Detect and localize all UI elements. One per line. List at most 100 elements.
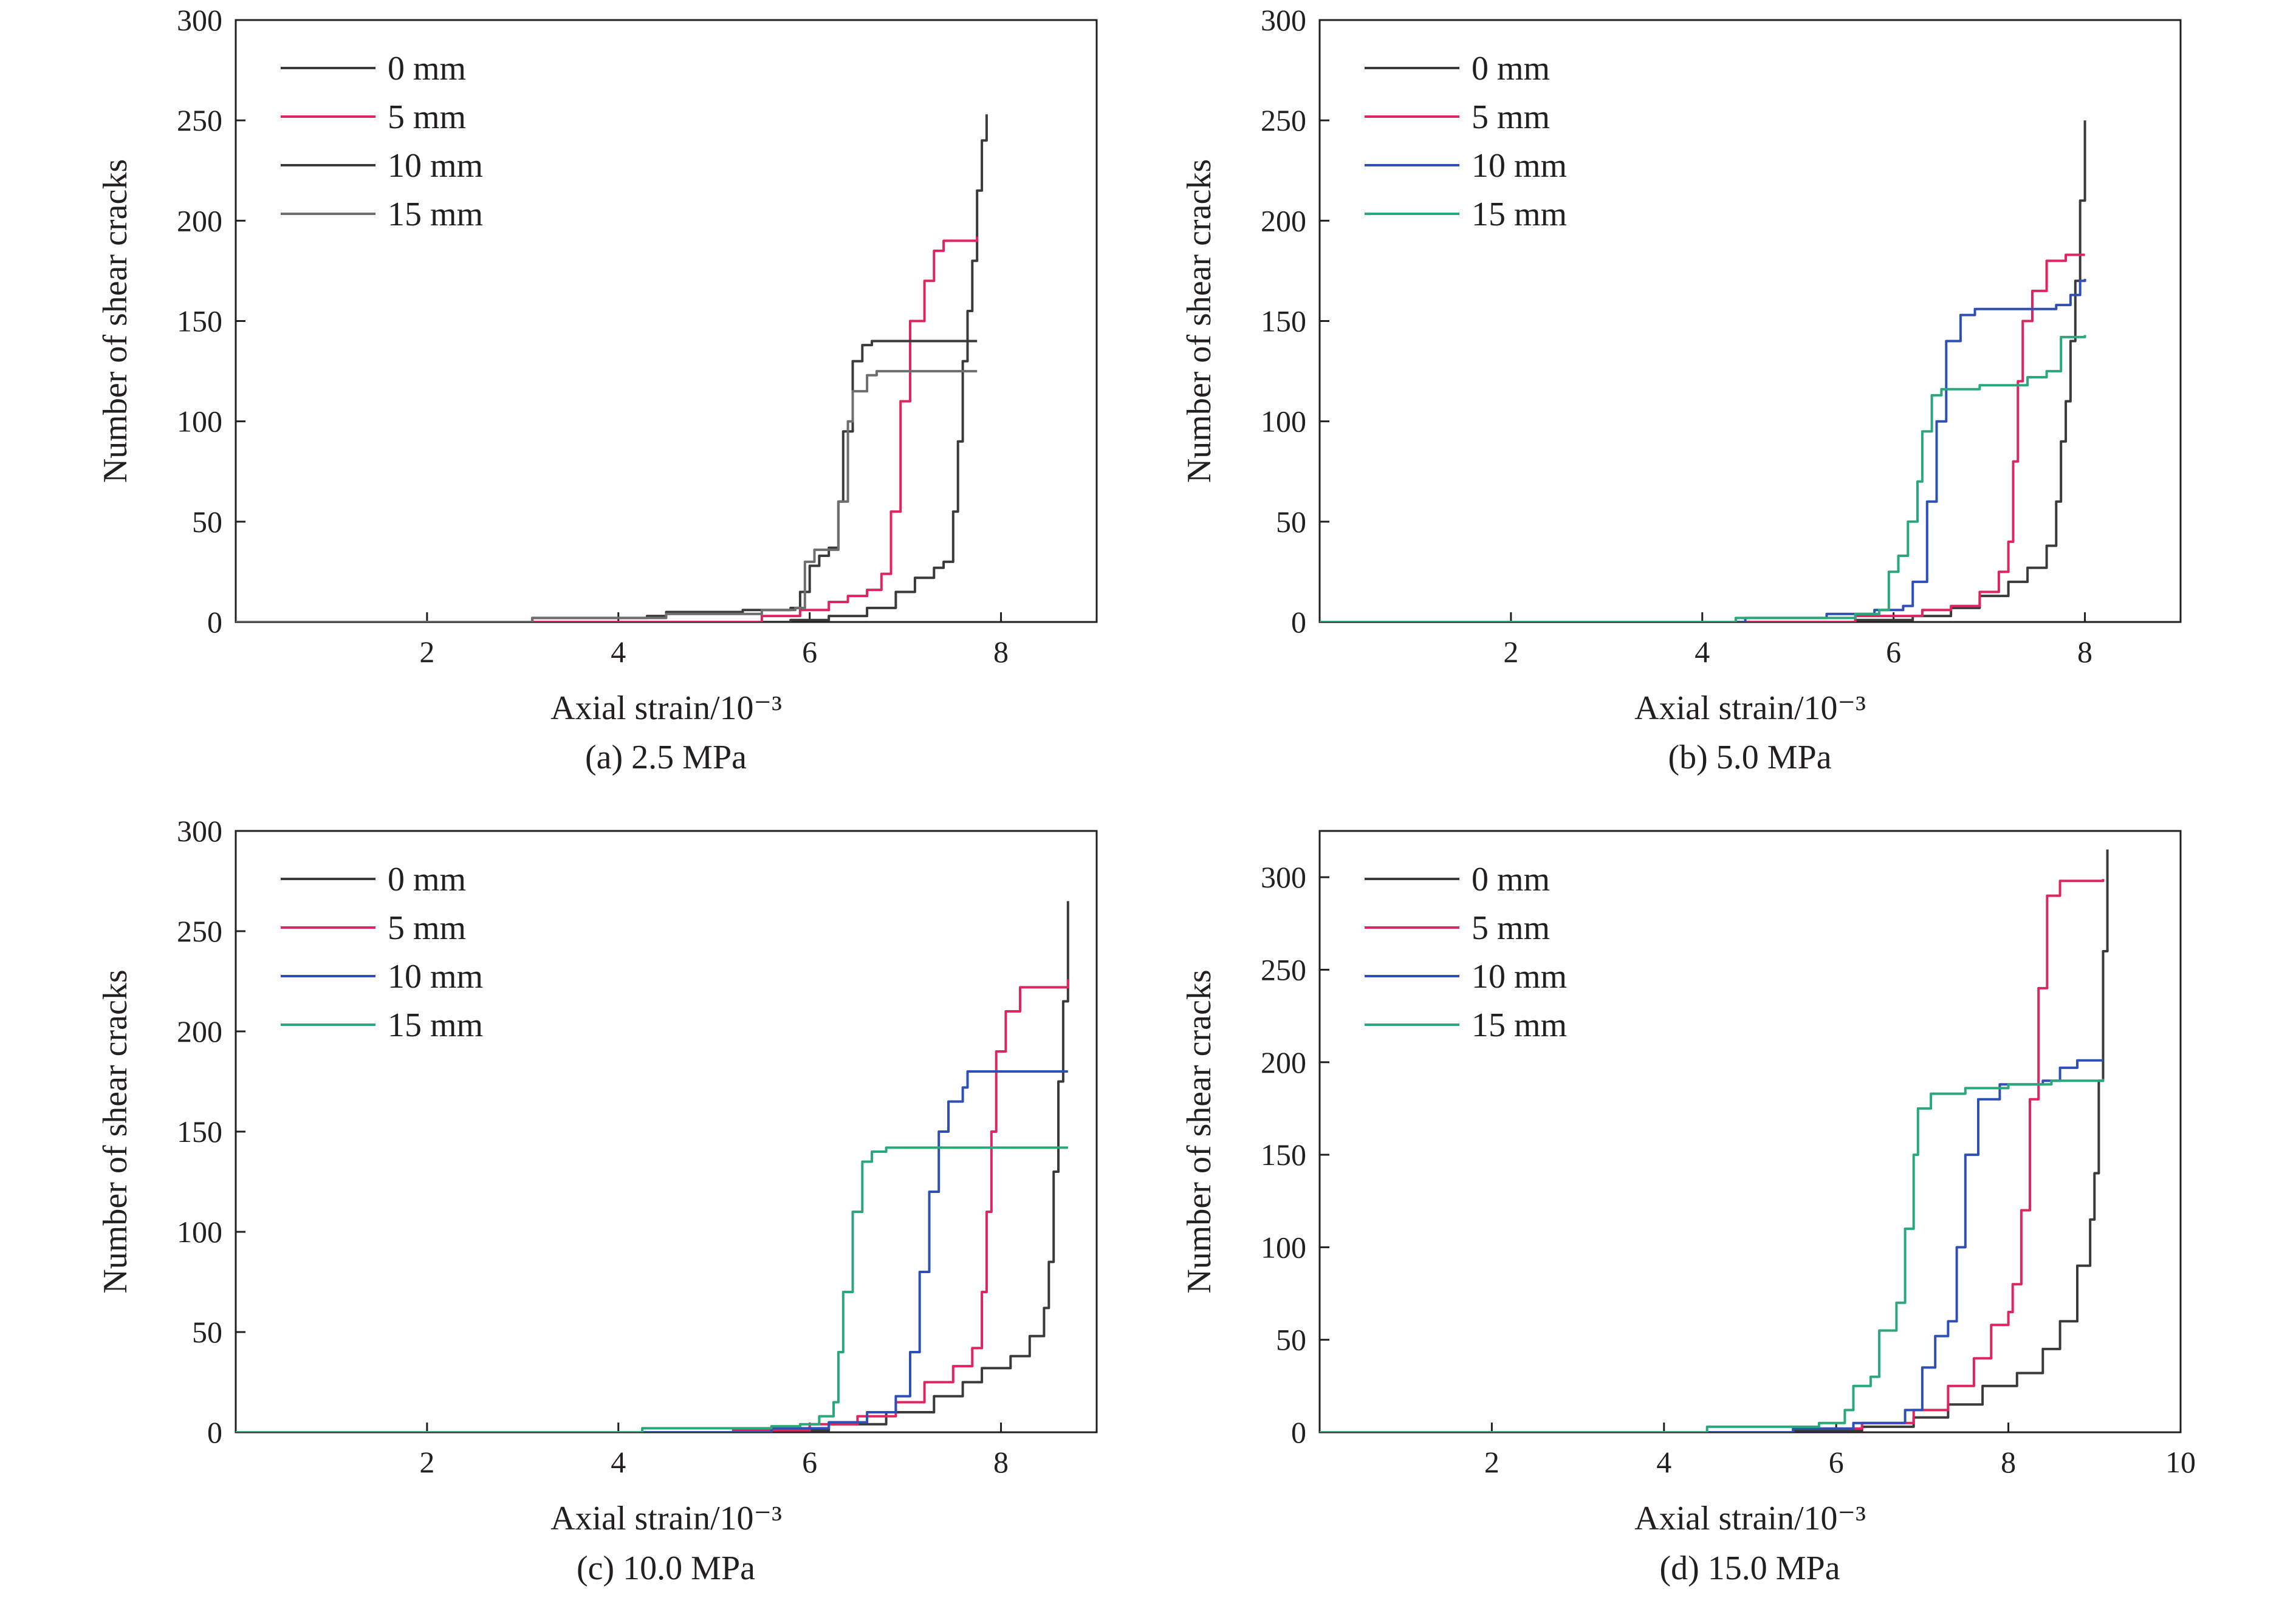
- series-line-15-mm: [1320, 335, 2086, 622]
- y-tick-label: 150: [177, 304, 222, 338]
- y-tick-label: 300: [177, 3, 222, 37]
- y-tick-label: 250: [177, 103, 222, 137]
- series-line-5-mm: [236, 236, 979, 622]
- y-tick-label: 50: [1276, 1323, 1306, 1357]
- legend-label: 15 mm: [1472, 1006, 1567, 1044]
- series-line-0-mm: [1320, 120, 2086, 622]
- y-tick-label: 50: [1276, 505, 1306, 539]
- series-line-15-mm: [236, 1146, 1068, 1432]
- y-tick-label: 50: [192, 1315, 222, 1349]
- legend-label: 5 mm: [388, 909, 466, 947]
- chart-panel-3: 0 50 100 150 200 250 300 2 4 6 8 Axial strain/10⁻³ N…: [97, 814, 1098, 1587]
- y-tick-label: 150: [1261, 304, 1306, 338]
- y-tick-label: 300: [1261, 3, 1306, 37]
- y-axis-title: Number of shear cracks: [1181, 159, 1218, 483]
- series-line-5-mm: [1320, 879, 2105, 1432]
- x-tick-label: 4: [611, 635, 626, 669]
- x-axis-title: Axial strain/10⁻³: [1634, 1500, 1866, 1537]
- x-tick-label: 2: [1503, 635, 1518, 669]
- chart-panel-4: 0 50 100 150 200 250 300 2 4 6 8 10 Axial strain/10⁻…: [1181, 830, 2196, 1587]
- x-tick-label: 8: [2077, 635, 2092, 669]
- plot-area: [1320, 849, 2109, 1432]
- y-tick-label: 100: [177, 405, 222, 439]
- y-tick-label: 100: [177, 1215, 222, 1249]
- panel-caption: (c) 10.0 MPa: [577, 1550, 755, 1587]
- y-axis-title: Number of shear cracks: [97, 159, 134, 483]
- x-tick-label: 6: [1886, 635, 1901, 669]
- plot-area: [236, 114, 988, 622]
- y-tick-label: 250: [1261, 103, 1306, 137]
- y-tick-label: 200: [1261, 1045, 1306, 1079]
- x-tick-label: 4: [1695, 635, 1710, 669]
- x-tick-label: 6: [1829, 1445, 1844, 1479]
- x-tick-label: 2: [1484, 1445, 1499, 1479]
- series-line-5-mm: [236, 979, 1069, 1432]
- legend-label: 5 mm: [1472, 909, 1550, 947]
- y-tick-label: 0: [1291, 605, 1306, 639]
- plot-frame: [235, 830, 1098, 1433]
- legend-label: 10 mm: [388, 147, 483, 185]
- x-tick-label: 6: [802, 1445, 817, 1479]
- legend-label: 10 mm: [388, 958, 483, 996]
- legend-label: 15 mm: [388, 1006, 483, 1044]
- chart-panel-1: 0 50 100 150 200 250 300 2 4 6 8 Axial strain/10⁻³ N…: [97, 3, 1098, 776]
- y-tick-label: 0: [207, 605, 222, 639]
- y-tick-label: 100: [1261, 1230, 1306, 1264]
- plot-area: [236, 901, 1069, 1432]
- legend-label: 0 mm: [388, 861, 466, 898]
- x-tick-label: 10: [2165, 1445, 2196, 1479]
- y-tick-label: 200: [1261, 203, 1306, 237]
- y-tick-label: 100: [1261, 405, 1306, 439]
- x-tick-label: 2: [419, 1445, 434, 1479]
- plot-frame: [1318, 830, 2182, 1433]
- x-tick-label: 2: [419, 635, 434, 669]
- series-line-0-mm: [236, 901, 1069, 1432]
- y-tick-label: 0: [207, 1415, 222, 1449]
- y-tick-label: 150: [1261, 1138, 1306, 1172]
- series-line-0-mm: [1320, 849, 2109, 1432]
- y-tick-label: 50: [192, 505, 222, 539]
- x-tick-label: 8: [993, 635, 1009, 669]
- y-tick-label: 300: [1261, 860, 1306, 894]
- x-axis-title: Axial strain/10⁻³: [550, 689, 782, 727]
- legend-label: 5 mm: [388, 98, 466, 136]
- chart-panel-2: 0 50 100 150 200 250 300 2 4 6 8 Axial strain/10⁻³ N…: [1181, 3, 2182, 776]
- legend-label: 0 mm: [388, 50, 466, 87]
- legend-label: 5 mm: [1472, 98, 1550, 136]
- plot-frame: [1318, 19, 2182, 623]
- series-line-10-mm: [1320, 1059, 2103, 1432]
- legend-label: 0 mm: [1472, 861, 1550, 898]
- x-tick-label: 4: [611, 1445, 626, 1479]
- series-line-0-mm: [236, 114, 988, 622]
- plot-area: [1320, 120, 2086, 622]
- legend-label: 0 mm: [1472, 50, 1550, 87]
- y-axis-title: Number of shear cracks: [97, 969, 134, 1293]
- x-axis-title: Axial strain/10⁻³: [1634, 689, 1866, 727]
- y-axis-title: Number of shear cracks: [1181, 969, 1218, 1293]
- y-tick-label: 0: [1291, 1415, 1306, 1449]
- series-line-5-mm: [1320, 253, 2085, 622]
- y-tick-label: 150: [177, 1115, 222, 1149]
- panel-caption: (d) 15.0 MPa: [1659, 1550, 1840, 1587]
- panel-caption: (b) 5.0 MPa: [1668, 739, 1831, 776]
- series-line-10-mm: [236, 1070, 1068, 1432]
- y-tick-label: 200: [177, 1014, 222, 1048]
- legend-label: 15 mm: [1472, 196, 1567, 233]
- legend-label: 10 mm: [1472, 958, 1567, 996]
- x-tick-label: 4: [1656, 1445, 1671, 1479]
- x-tick-label: 8: [2001, 1445, 2016, 1479]
- series-line-15-mm: [1320, 1079, 2105, 1432]
- legend-label: 10 mm: [1472, 147, 1567, 185]
- series-line-10-mm: [1320, 279, 2086, 622]
- y-tick-label: 250: [1261, 952, 1306, 986]
- y-tick-label: 300: [177, 814, 222, 848]
- x-tick-label: 6: [802, 635, 817, 669]
- y-tick-label: 250: [177, 914, 222, 948]
- legend-label: 15 mm: [388, 196, 483, 233]
- y-tick-label: 200: [177, 203, 222, 237]
- series-line-15-mm: [236, 370, 978, 622]
- x-tick-label: 8: [993, 1445, 1009, 1479]
- x-axis-title: Axial strain/10⁻³: [550, 1500, 782, 1537]
- series-line-10-mm: [236, 340, 978, 622]
